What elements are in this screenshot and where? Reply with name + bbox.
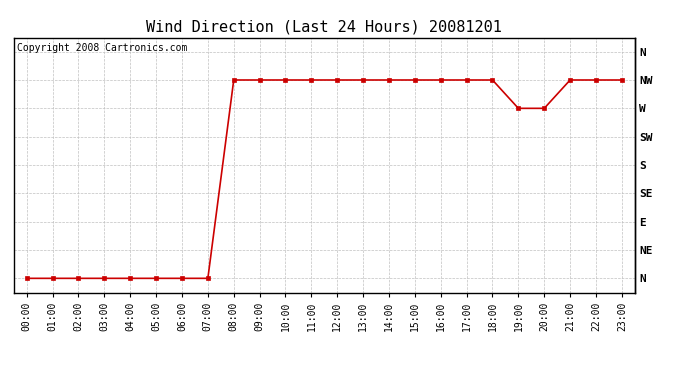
Text: Copyright 2008 Cartronics.com: Copyright 2008 Cartronics.com — [17, 43, 187, 52]
Title: Wind Direction (Last 24 Hours) 20081201: Wind Direction (Last 24 Hours) 20081201 — [146, 20, 502, 35]
